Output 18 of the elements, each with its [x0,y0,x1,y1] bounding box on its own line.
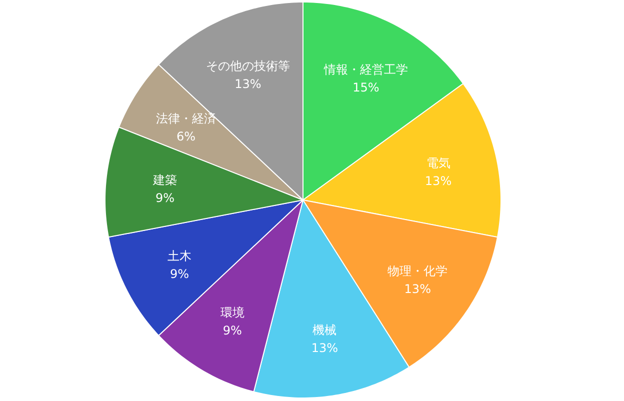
slice-label: 物理・化学 [388,264,448,278]
data-label: 6% [176,130,196,144]
data-label: 9% [222,323,242,338]
data-label: 13% [424,174,452,188]
data-label: 13% [234,76,262,91]
data-label: 9% [155,190,175,205]
slice-label: 土木 [168,248,192,263]
slice-label: 環境 [220,305,244,320]
slice-label: 建築 [152,172,178,187]
slice-label: 法律・経済 [156,112,216,126]
data-label: 15% [352,80,380,95]
data-label: 9% [170,266,190,281]
data-label: 13% [311,340,338,355]
slice-label: その他の技術等 [206,58,290,73]
data-label: 13% [404,282,431,296]
slice-label: 情報・経営工学 [322,62,408,77]
slice-label: 電気 [426,156,450,170]
slice-label: 機械 [312,322,337,337]
